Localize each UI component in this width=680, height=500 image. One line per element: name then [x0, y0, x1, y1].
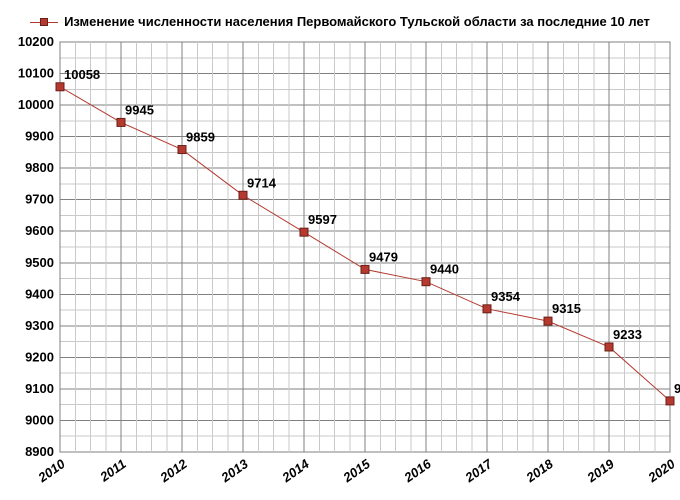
data-marker: [544, 317, 552, 325]
data-marker: [178, 146, 186, 154]
chart-svg: 8900 9000 9100 9200 9300 9400 9500 9600 9700 9800…: [0, 0, 680, 500]
legend: Изменение численности населения Первомай…: [0, 14, 680, 29]
value-label: 9233: [613, 327, 642, 342]
value-label: 9315: [552, 301, 581, 316]
y-tick-label: 9900: [25, 129, 54, 144]
data-marker: [422, 278, 430, 286]
data-marker: [361, 265, 369, 273]
data-marker: [483, 305, 491, 313]
value-label: 9859: [186, 130, 215, 145]
data-marker: [666, 397, 674, 405]
y-tick-label: 10100: [18, 66, 54, 81]
data-marker: [56, 83, 64, 91]
y-tick-label: 10200: [18, 34, 54, 49]
y-tick-label: 9000: [25, 412, 54, 427]
value-label: 9597: [308, 212, 337, 227]
y-tick-label: 9400: [25, 286, 54, 301]
y-tick-label: 9100: [25, 381, 54, 396]
value-label: 9440: [430, 262, 459, 277]
legend-text: Изменение численности населения Первомай…: [64, 14, 650, 29]
value-label: 9714: [247, 175, 277, 190]
y-tick-label: 9800: [25, 160, 54, 175]
y-tick-label: 8900: [25, 444, 54, 459]
value-label: 9354: [491, 289, 521, 304]
y-tick-label: 9600: [25, 223, 54, 238]
y-tick-label: 9300: [25, 318, 54, 333]
y-tick-label: 9500: [25, 255, 54, 270]
data-marker: [300, 228, 308, 236]
data-marker: [117, 118, 125, 126]
y-tick-label: 9200: [25, 349, 54, 364]
value-label: 9945: [125, 102, 154, 117]
y-tick-label: 9700: [25, 192, 54, 207]
value-label: 9062: [674, 381, 680, 396]
population-chart: Изменение численности населения Первомай…: [0, 0, 680, 500]
value-label: 9479: [369, 249, 398, 264]
data-marker: [605, 343, 613, 351]
legend-marker-icon: [30, 16, 58, 28]
y-tick-label: 10000: [18, 97, 54, 112]
data-marker: [239, 191, 247, 199]
value-label: 10058: [64, 67, 100, 82]
